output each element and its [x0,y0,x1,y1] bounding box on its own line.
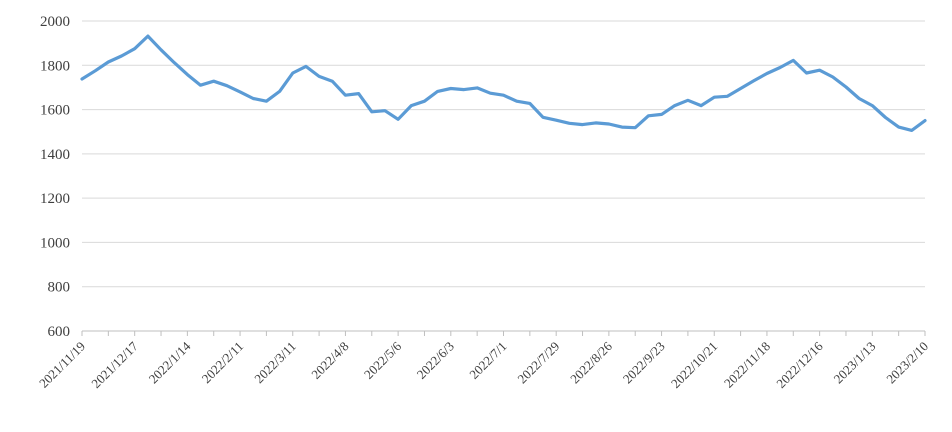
y-axis-tick-label: 2000 [40,14,70,30]
x-axis-tick-label: 2022/8/26 [567,338,615,386]
x-axis-tick-label: 2022/5/6 [361,338,405,382]
data-series-line [80,34,927,132]
y-axis-tick-label: 1600 [40,103,70,119]
y-axis-tick-label: 1200 [40,191,70,207]
x-axis-tick-label: 2022/11/18 [721,339,773,391]
x-axis-tick-label: 2022/2/11 [199,339,247,387]
x-axis-tick-label: 2023/1/13 [831,339,879,387]
x-axis-tick-label: 2022/1/14 [146,338,194,386]
x-axis-tick-label: 2022/9/23 [620,339,668,387]
x-axis-tick-label: 2021/12/17 [88,338,141,391]
x-axis-tick-label: 2022/6/3 [414,339,457,382]
y-axis-tick-label: 800 [48,280,71,296]
x-axis-tick-label: 2022/12/16 [773,338,826,391]
x-axis-tick-label: 2023/2/10 [883,339,931,387]
x-axis-tick-label: 2022/7/1 [466,339,509,382]
y-axis-tick-label: 1400 [40,147,70,163]
x-axis-tick-label: 2022/10/21 [668,339,720,391]
x-axis-tick-label: 2022/7/29 [514,339,562,387]
y-axis-tick-label: 1000 [40,235,70,251]
x-axis-tick-label: 2022/4/8 [308,339,351,382]
x-axis-tick-label: 2021/11/19 [36,339,88,391]
y-axis-tick-label: 600 [48,324,71,340]
x-axis-tick-label: 2022/3/11 [251,339,299,387]
y-axis-tick-label: 1800 [40,58,70,74]
